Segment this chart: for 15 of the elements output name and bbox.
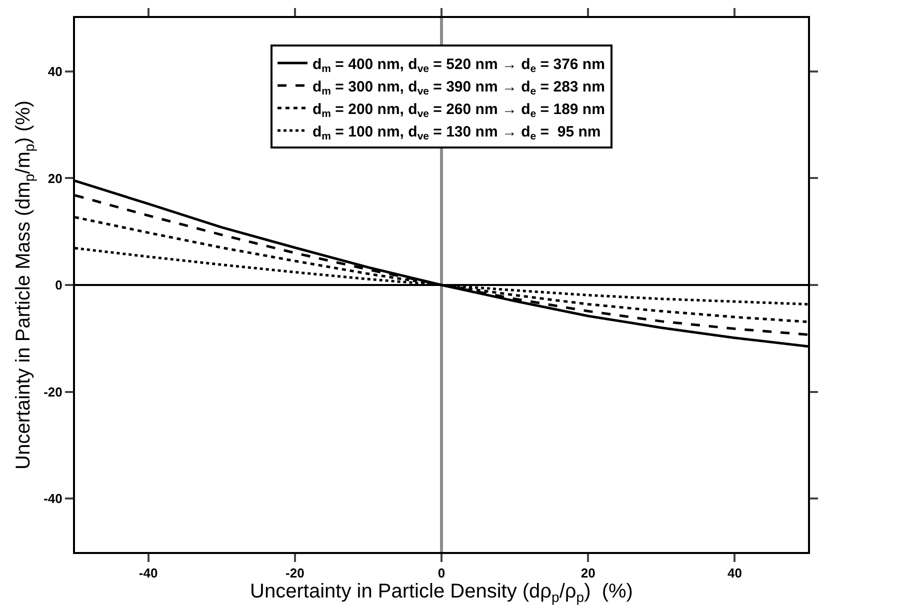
legend-label: d$_{m}$ = 400 nm, d$_{ve}$ = 520 nm → d$_{e}$ = 376 nm bbox=[312, 56, 605, 75]
x-tick-label: -20 bbox=[286, 566, 304, 581]
y-tick-label: -40 bbox=[44, 491, 62, 506]
y-tick-label: 20 bbox=[48, 170, 62, 186]
y-tick-label: 0 bbox=[55, 278, 62, 293]
legend-label: d$_{m}$ = 200 nm, d$_{ve}$ = 260 nm → d$_{e}$ = 189 nm bbox=[312, 100, 605, 120]
x-tick-label: -40 bbox=[138, 566, 158, 581]
legend-label: d$_{m}$ = 300 nm, d$_{ve}$ = 390 nm → d$_{e}$ = 283 nm bbox=[312, 78, 605, 98]
x-axis-title: Uncertainty in Particle Density (dρ$_{p}$/ρ$_{p}$) (%) bbox=[250, 580, 633, 605]
x-tick-label: 20 bbox=[580, 566, 596, 581]
y-tick-label: 40 bbox=[48, 64, 62, 79]
y-tick-label: -20 bbox=[44, 384, 62, 400]
x-tick-label: 40 bbox=[727, 566, 742, 581]
x-tick-label: 0 bbox=[438, 566, 446, 581]
legend-label: d$_{m}$ = 100 nm, d$_{ve}$ = 130 nm → d$_{e}$ = 95 nm bbox=[312, 123, 601, 142]
